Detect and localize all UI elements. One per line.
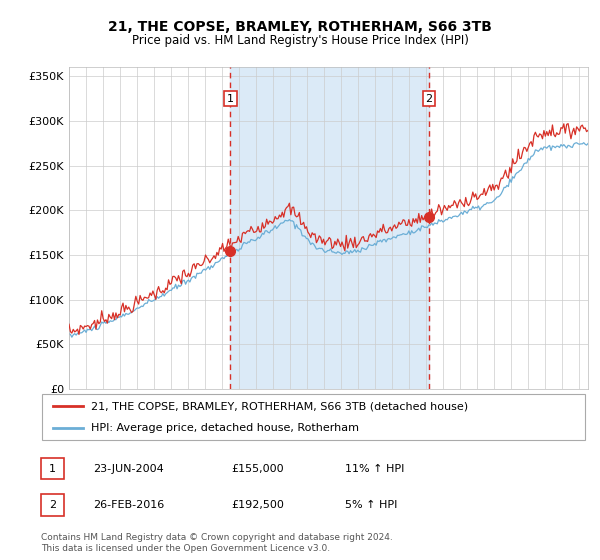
- Bar: [230, 67, 429, 389]
- Text: 23-JUN-2004: 23-JUN-2004: [93, 464, 164, 474]
- Text: Contains HM Land Registry data © Crown copyright and database right 2024.
This d: Contains HM Land Registry data © Crown c…: [41, 533, 392, 553]
- Text: 26-FEB-2016: 26-FEB-2016: [93, 500, 164, 510]
- Text: 21, THE COPSE, BRAMLEY, ROTHERHAM, S66 3TB: 21, THE COPSE, BRAMLEY, ROTHERHAM, S66 3…: [108, 20, 492, 34]
- Text: 5% ↑ HPI: 5% ↑ HPI: [345, 500, 397, 510]
- Text: 21, THE COPSE, BRAMLEY, ROTHERHAM, S66 3TB (detached house): 21, THE COPSE, BRAMLEY, ROTHERHAM, S66 3…: [91, 401, 468, 411]
- Text: 11% ↑ HPI: 11% ↑ HPI: [345, 464, 404, 474]
- Text: 1: 1: [227, 94, 234, 104]
- Text: 1: 1: [49, 464, 56, 474]
- Text: Price paid vs. HM Land Registry's House Price Index (HPI): Price paid vs. HM Land Registry's House …: [131, 34, 469, 46]
- Text: £192,500: £192,500: [231, 500, 284, 510]
- Text: HPI: Average price, detached house, Rotherham: HPI: Average price, detached house, Roth…: [91, 423, 359, 433]
- Text: £155,000: £155,000: [231, 464, 284, 474]
- Text: 2: 2: [49, 500, 56, 510]
- Text: 2: 2: [425, 94, 433, 104]
